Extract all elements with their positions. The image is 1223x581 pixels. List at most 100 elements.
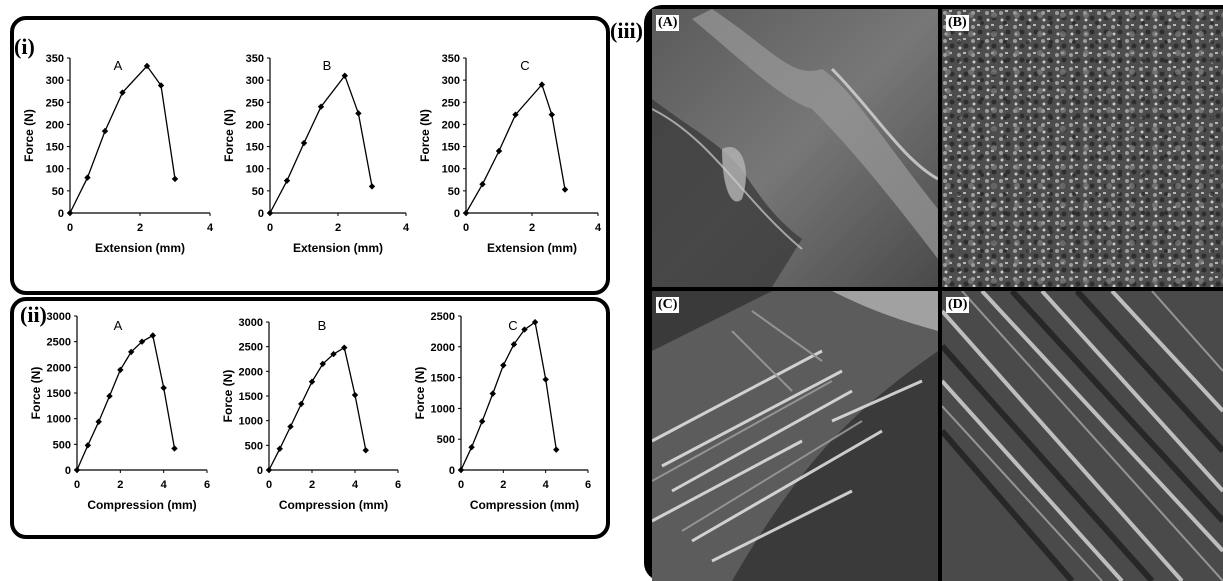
- sem-image-b: (B): [942, 9, 1223, 287]
- chart-6-ytick-label-5: 2500: [431, 311, 455, 323]
- chart-2-point-5: [355, 110, 362, 117]
- chart-5-letter: B: [318, 318, 327, 333]
- chart-4-xtick-label-2: 4: [161, 479, 168, 491]
- sem-image-c: (C): [652, 291, 938, 581]
- chart-5-ytick-label-1: 500: [245, 440, 263, 452]
- chart-2-point-3: [317, 103, 325, 110]
- chart-1-point-3: [119, 89, 126, 96]
- chart-6-ytick-label-3: 1500: [431, 373, 455, 385]
- chart-3-point-5: [548, 111, 555, 118]
- chart-5-point-9: [362, 447, 369, 454]
- chart-5-xlabel: Compression (mm): [279, 498, 388, 512]
- sem-image-a: (A): [652, 9, 938, 287]
- chart-1-ytick-label-5: 250: [46, 97, 64, 109]
- chart-4-point-8: [160, 384, 167, 392]
- chart-1-point-5: [157, 82, 165, 89]
- chart-6-point-9: [553, 446, 560, 453]
- sem-image-d-label: (D): [946, 297, 970, 313]
- chart-1-ytick-label-1: 50: [52, 186, 64, 198]
- chart-1-xtick-label-1: 2: [137, 222, 143, 234]
- chart-5-ytick-label-4: 2000: [239, 366, 263, 378]
- chart-2-series-line: [269, 74, 373, 214]
- chart-5-xtick-label-0: 0: [266, 479, 272, 491]
- chart-1-ytick-label-6: 300: [46, 75, 64, 87]
- chart-6-point-0: [457, 466, 465, 474]
- chart-6-ytick-label-0: 0: [449, 465, 455, 477]
- chart-4-xlabel: Compression (mm): [87, 498, 196, 512]
- sem-image-b-label: (B): [946, 15, 969, 31]
- chart-1-letter: A: [114, 58, 123, 73]
- chart-5-ytick-label-2: 1000: [239, 416, 263, 428]
- chart-5-xtick-label-2: 4: [352, 479, 359, 491]
- sem-image-c-label: (C): [656, 297, 680, 313]
- chart-3-ylabel: Force (N): [418, 109, 432, 162]
- sem-image-d: (D): [942, 291, 1223, 581]
- chart-4-xtick-label-1: 2: [117, 479, 123, 491]
- chart-3-point-1: [479, 181, 486, 188]
- chart-1-series-line: [69, 64, 176, 214]
- chart-3-xlabel: Extension (mm): [487, 241, 577, 255]
- chart-3-ytick-label-7: 350: [442, 53, 460, 65]
- chart-1-ytick-label-0: 0: [58, 208, 64, 220]
- panel-label-iii: (iii): [610, 18, 643, 43]
- panel-label-ii: (ii): [20, 302, 47, 327]
- chart-5-ylabel: Force (N): [221, 370, 235, 423]
- chart-6-point-8: [542, 376, 549, 383]
- chart-2-ytick-label-1: 50: [252, 186, 264, 198]
- chart-4-point-7: [149, 332, 157, 339]
- chart-6-series-line: [460, 321, 557, 471]
- chart-1-ytick-label-2: 100: [46, 164, 64, 176]
- chart-3-xtick-label-0: 0: [463, 222, 469, 234]
- tensile-panel: [10, 16, 610, 295]
- chart-2-xtick-label-2: 4: [403, 222, 410, 234]
- chart-4-ytick-label-0: 0: [65, 465, 71, 477]
- chart-3-point-4: [538, 81, 546, 88]
- chart-5-ytick-label-0: 0: [257, 465, 263, 477]
- chart-5-point-2: [287, 423, 294, 430]
- chart-4-point-3: [106, 392, 113, 400]
- chart-6-xtick-label-2: 4: [543, 479, 550, 491]
- chart-4-ytick-label-3: 1500: [47, 388, 71, 400]
- chart-5-ytick-label-3: 1500: [239, 391, 263, 403]
- chart-6-xtick-label-0: 0: [458, 479, 464, 491]
- chart-4-ytick-label-6: 3000: [47, 311, 71, 323]
- chart-6-point-5: [510, 341, 518, 348]
- chart-4-point-0: [73, 466, 81, 474]
- compression-panel: [10, 297, 610, 539]
- chart-2-ytick-label-3: 150: [246, 142, 264, 154]
- chart-3-ytick-label-2: 100: [442, 164, 460, 176]
- chart-2-point-6: [368, 183, 376, 190]
- chart-4-ytick-label-1: 500: [53, 439, 71, 451]
- chart-6-point-2: [478, 418, 486, 425]
- chart-6-point-1: [468, 444, 475, 451]
- chart-3-point-2: [495, 147, 503, 155]
- chart-2-point-1: [283, 177, 291, 184]
- chart-6-ytick-label-4: 2000: [431, 342, 455, 354]
- chart-4-ylabel: Force (N): [29, 367, 43, 420]
- chart-5-point-0: [265, 466, 273, 474]
- chart-1-point-6: [171, 175, 179, 183]
- sem-image-a-label: (A): [656, 15, 680, 31]
- chart-4-point-9: [171, 445, 178, 452]
- sem-image-a-graphic: [652, 9, 938, 287]
- chart-2-xtick-label-0: 0: [267, 222, 273, 234]
- chart-2-ytick-label-2: 100: [246, 164, 264, 176]
- chart-4-point-2: [95, 418, 102, 425]
- chart-6-point-3: [489, 390, 496, 397]
- chart-3-ytick-label-3: 150: [442, 142, 460, 154]
- chart-3-series-line: [465, 83, 566, 214]
- chart-3-point-0: [462, 209, 470, 217]
- sem-image-b-graphic: [942, 9, 1223, 287]
- chart-5-ytick-label-5: 2500: [239, 342, 263, 354]
- chart-2-letter: B: [323, 58, 332, 73]
- chart-2-point-0: [266, 209, 274, 217]
- chart-4-ytick-label-2: 1000: [47, 414, 71, 426]
- chart-1-xlabel: Extension (mm): [95, 241, 185, 255]
- chart-4-series-line: [76, 334, 176, 471]
- chart-3-point-6: [561, 186, 569, 193]
- chart-4-point-6: [138, 338, 146, 345]
- chart-6-point-7: [531, 318, 539, 326]
- chart-4-point-1: [84, 442, 92, 449]
- chart-6-xtick-label-3: 6: [585, 479, 591, 491]
- chart-2-ylabel: Force (N): [222, 109, 236, 162]
